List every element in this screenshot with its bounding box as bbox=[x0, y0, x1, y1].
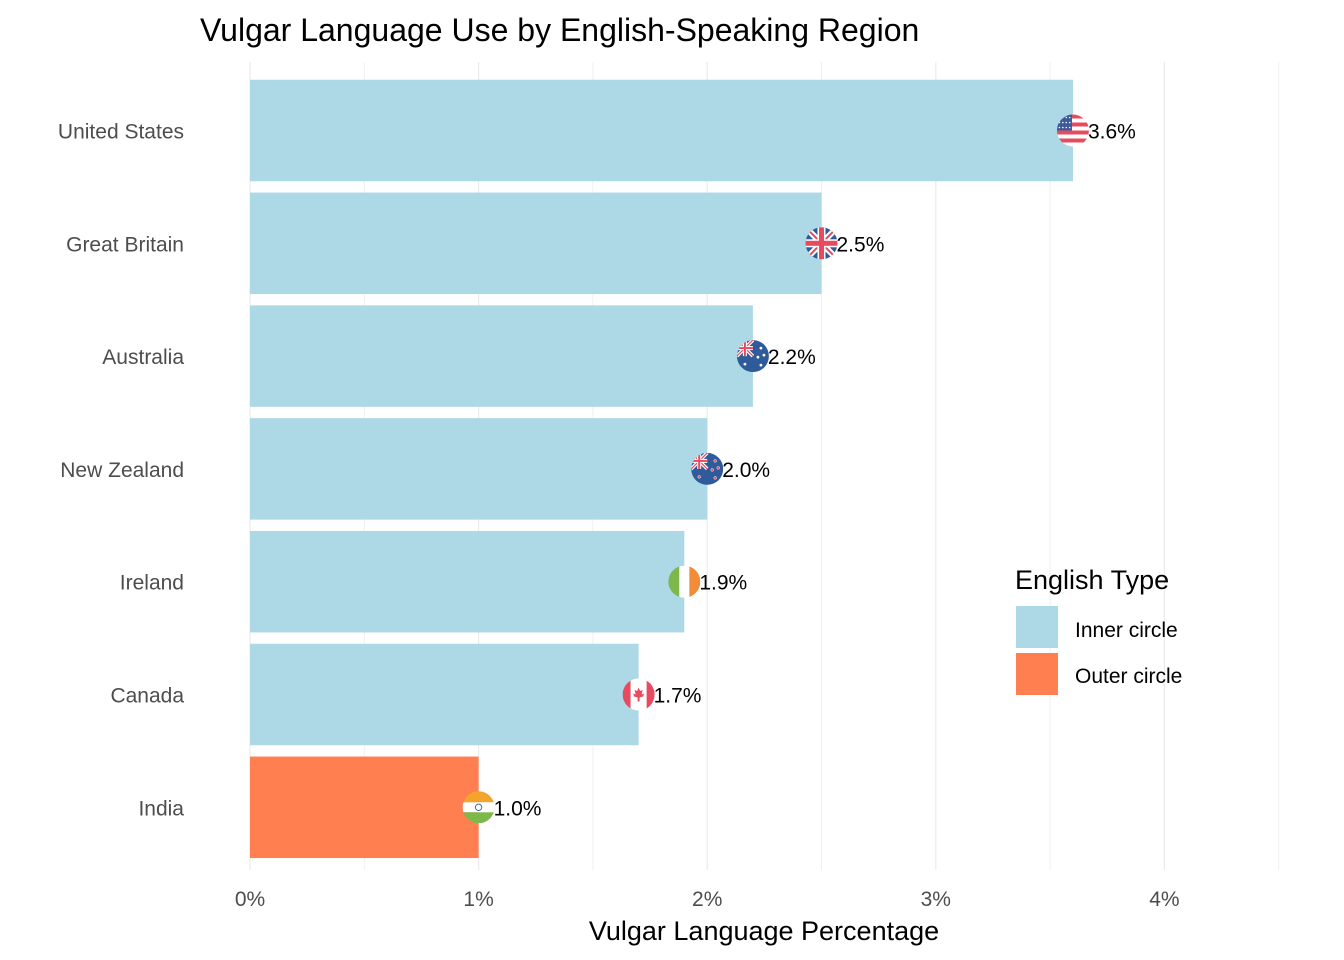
bar-india bbox=[250, 756, 479, 859]
category-label: India bbox=[138, 797, 184, 820]
bar-united-states bbox=[250, 79, 1073, 182]
ie-flag-icon bbox=[668, 565, 701, 598]
legend-label-outer-circle: Outer circle bbox=[1075, 665, 1182, 688]
gb-flag-icon bbox=[805, 227, 838, 260]
category-axis: United States Great Britain Australia New Z… bbox=[58, 121, 184, 821]
in-flag-icon bbox=[462, 791, 495, 824]
legend-swatch-outer-circle bbox=[1016, 653, 1058, 695]
chart-title: Vulgar Language Use by English-Speaking … bbox=[200, 12, 919, 48]
value-labels: 3.6% 2.5% 2.2% 2.0% 1.9% 1.7% 1.0% bbox=[494, 121, 1136, 821]
x-tick-label: 2% bbox=[692, 888, 722, 911]
data-label: 1.9% bbox=[699, 572, 747, 595]
x-tick-label: 1% bbox=[463, 888, 493, 911]
legend-label-inner-circle: Inner circle bbox=[1075, 619, 1178, 642]
data-label: 1.0% bbox=[494, 797, 542, 820]
data-label: 3.6% bbox=[1088, 121, 1136, 144]
data-label: 2.5% bbox=[837, 233, 885, 256]
nz-flag-icon bbox=[691, 452, 724, 485]
category-label: Ireland bbox=[120, 572, 184, 595]
category-label: Australia bbox=[102, 346, 184, 369]
category-label: Canada bbox=[110, 685, 184, 708]
x-tick-label: 3% bbox=[921, 888, 951, 911]
data-label: 1.7% bbox=[654, 685, 702, 708]
x-tick-label: 4% bbox=[1149, 888, 1179, 911]
category-label: New Zealand bbox=[60, 459, 184, 482]
bar-australia bbox=[250, 305, 753, 407]
bar-canada bbox=[250, 643, 639, 746]
value-axis: 0% 1% 2% 3% 4% bbox=[235, 888, 1180, 911]
category-label: Great Britain bbox=[66, 233, 184, 256]
data-label: 2.2% bbox=[768, 346, 816, 369]
bars bbox=[250, 79, 1073, 859]
data-label: 2.0% bbox=[722, 459, 770, 482]
bar-new-zealand bbox=[250, 418, 708, 520]
x-axis-title: Vulgar Language Percentage bbox=[589, 916, 939, 946]
bar-ireland bbox=[250, 530, 685, 633]
category-label: United States bbox=[58, 121, 184, 144]
bar-great-britain bbox=[250, 192, 822, 295]
au-flag-icon bbox=[736, 340, 769, 373]
legend-swatch-inner-circle bbox=[1016, 606, 1058, 648]
ca-flag-icon bbox=[622, 678, 655, 711]
legend: English Type Inner circle Outer circle bbox=[1015, 565, 1182, 695]
x-tick-label: 0% bbox=[235, 888, 265, 911]
us-flag-icon bbox=[1056, 114, 1089, 147]
legend-title: English Type bbox=[1015, 565, 1169, 595]
